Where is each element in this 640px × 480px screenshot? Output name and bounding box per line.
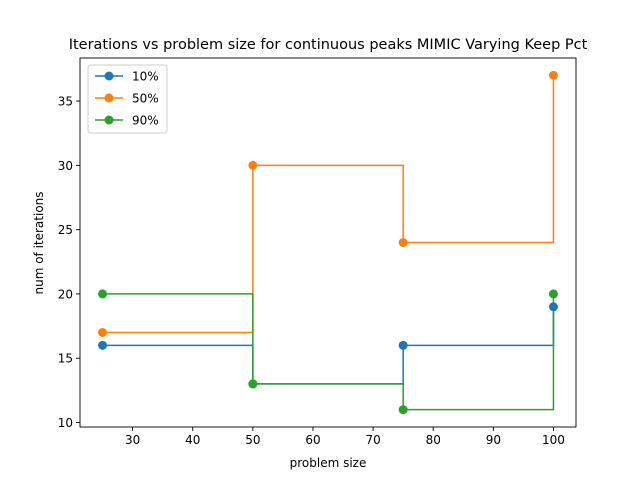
data-point-1-1 — [248, 160, 258, 170]
data-point-2-3 — [548, 289, 558, 299]
legend-marker-2 — [104, 115, 114, 125]
y-tick-label-2: 20 — [58, 287, 73, 301]
plot-area: 30 40 50 60 70 80 90 100 10 15 20 25 30 35 — [58, 57, 577, 447]
x-tick-label-2: 50 — [245, 433, 260, 447]
legend-marker-1 — [104, 93, 114, 103]
y-tick-label-0: 10 — [58, 416, 73, 430]
y-tick-label-1: 15 — [58, 352, 73, 366]
series-line-2 — [102, 293, 555, 411]
data-point-2-1 — [248, 379, 258, 389]
x-tick-label-5: 80 — [426, 433, 441, 447]
x-tick-label-1: 40 — [185, 433, 200, 447]
axes-frame — [79, 57, 577, 428]
data-point-0-2 — [398, 340, 408, 350]
data-point-1-3 — [548, 70, 558, 80]
legend-label-2: 90% — [132, 114, 159, 128]
y-tick-label-5: 35 — [58, 95, 73, 109]
legend-marker-0 — [104, 71, 114, 81]
data-point-2-0 — [98, 289, 108, 299]
x-tick-label-4: 70 — [365, 433, 380, 447]
data-point-0-3 — [548, 302, 558, 312]
x-axis-label: problem size — [290, 456, 367, 470]
x-tick-label-6: 90 — [486, 433, 501, 447]
x-tick-label-7: 100 — [542, 433, 565, 447]
data-point-1-0 — [98, 328, 108, 337]
y-tick-label-4: 30 — [58, 159, 73, 173]
x-tick-label-0: 30 — [125, 433, 140, 447]
data-point-0-0 — [98, 340, 108, 350]
x-tick-label-3: 60 — [305, 433, 320, 447]
legend-label-0: 10% — [132, 70, 159, 84]
y-axis-label: num of iterations — [32, 191, 46, 294]
data-point-1-2 — [398, 238, 408, 247]
y-tick-label-3: 25 — [58, 223, 73, 237]
chart-title: Iterations vs problem size for continuou… — [69, 37, 588, 53]
legend: 10% 50% 90% — [87, 64, 168, 134]
legend-label-1: 50% — [132, 92, 159, 106]
data-point-2-2 — [398, 405, 408, 415]
